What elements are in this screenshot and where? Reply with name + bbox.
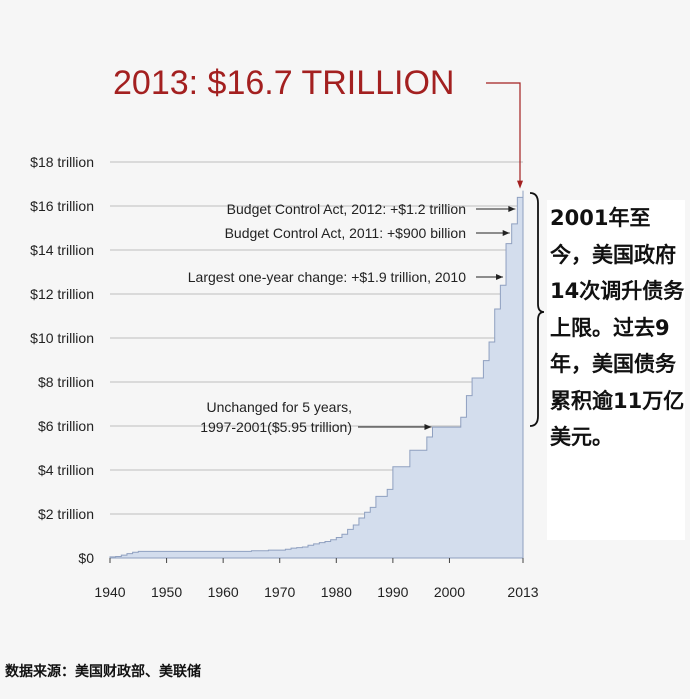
annotation-unchanged-line2: 1997-2001($5.95 trillion) xyxy=(200,419,352,435)
annotation-arrowhead xyxy=(502,230,510,236)
x-tick-label: 1990 xyxy=(377,584,408,600)
y-tick-label: $14 trillion xyxy=(30,242,94,258)
headline-leader-arrow xyxy=(486,82,521,183)
x-tick-label: 2013 xyxy=(507,584,538,600)
annotation-arrowhead xyxy=(424,424,432,430)
debt-area xyxy=(109,190,524,559)
y-tick-label: $10 trillion xyxy=(30,330,94,346)
y-tick-label: $6 trillion xyxy=(38,418,94,434)
annotations: Budget Control Act, 2012: +$1.2 trillion… xyxy=(188,201,516,435)
x-tick-label: 1980 xyxy=(321,584,352,600)
y-axis-ticks: $0 $2 trillion $4 trillion $6 trillion $8 tr… xyxy=(30,154,94,566)
side-note-text: 2001年至今，美国政府14次调升债务上限。过去9年，美国债务累积逾11万亿美元… xyxy=(547,200,685,540)
y-tick-label: $8 trillion xyxy=(38,374,94,390)
x-tick-label: 1960 xyxy=(208,584,239,600)
annotation-2010: Largest one-year change: +$1.9 trillion,… xyxy=(188,269,466,285)
annotation-arrowhead xyxy=(496,274,504,280)
headline-arrowhead xyxy=(517,180,523,189)
annotation-2011: Budget Control Act, 2011: +$900 billion xyxy=(225,225,466,241)
x-tick-label: 2000 xyxy=(434,584,465,600)
y-tick-label: $16 trillion xyxy=(30,198,94,214)
annotation-2012: Budget Control Act, 2012: +$1.2 trillion xyxy=(227,201,466,217)
x-tick-label: 1970 xyxy=(264,584,295,600)
x-tick-label: 1950 xyxy=(151,584,182,600)
grid-lines xyxy=(110,161,523,559)
x-axis-ticks: 1940 1950 1960 1970 1980 1990 2000 2013 xyxy=(94,558,539,600)
y-tick-label: $0 xyxy=(78,550,94,566)
y-tick-label: $2 trillion xyxy=(38,506,94,522)
x-tick-label: 1940 xyxy=(94,584,125,600)
bracket-brace xyxy=(529,192,545,427)
y-tick-label: $4 trillion xyxy=(38,462,94,478)
annotation-unchanged-line1: Unchanged for 5 years, xyxy=(206,399,352,415)
source-note: 数据来源：美国财政部、美联储 xyxy=(5,664,201,680)
y-tick-label: $12 trillion xyxy=(30,286,94,302)
headline-label: 2013: $16.7 TRILLION xyxy=(113,64,454,102)
y-tick-label: $18 trillion xyxy=(30,154,94,170)
annotation-arrowhead xyxy=(508,206,516,212)
